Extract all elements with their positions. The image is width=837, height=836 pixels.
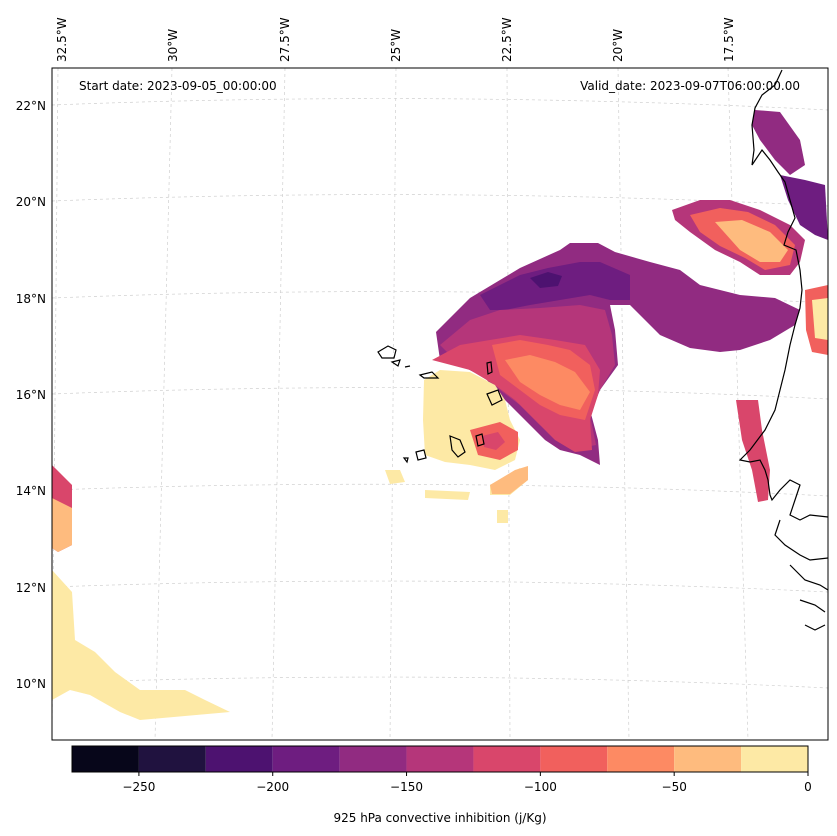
lat-label-14: 14°N (16, 484, 46, 498)
lon-label-25: 25°W (389, 29, 403, 62)
island-sao-nicolau (418, 371, 440, 379)
island-santiago (449, 435, 466, 458)
island-boa-vista (486, 389, 503, 406)
contour-pale-spots (385, 468, 528, 523)
lat-label-10: 10°N (16, 677, 46, 691)
island-maio (475, 433, 485, 447)
colorbar-swatch (272, 746, 340, 772)
gridline-lon-25 (389, 67, 397, 741)
contour-coast-strip (736, 400, 770, 502)
lon-label-22-5: 22.5°W (500, 17, 514, 62)
gridline-lat-10 (51, 676, 829, 689)
island-santa-luzia (404, 365, 411, 368)
contour-east-band-orange (715, 220, 788, 262)
gridline-lat-18 (51, 291, 829, 304)
lat-label-16: 16°N (16, 388, 46, 402)
gridline-lat-16 (51, 387, 829, 400)
colorbar-tick-label: −100 (524, 780, 557, 794)
island-brava (402, 457, 409, 464)
lat-label-18: 18°N (16, 292, 46, 306)
gridline-lat-20 (51, 194, 829, 207)
colorbar: −250 −200 −150 −100 −50 0 925 hPa convective … (71, 745, 812, 825)
contour-orange-spots (490, 466, 528, 494)
gridline-lat-14 (51, 483, 829, 497)
latitude-labels: 22°N 20°N 18°N 16°N 14°N 12°N 10°N (16, 99, 46, 691)
colorbar-tick-label: −200 (256, 780, 289, 794)
colorbar-tick-label: −50 (662, 780, 687, 794)
gridline-lon-30 (154, 67, 173, 741)
island-sal (486, 361, 493, 375)
colorbar-ticks: −250 −200 −150 −100 −50 0 (122, 772, 812, 794)
coastlines (377, 69, 829, 631)
start-date-text: Start date: 2023-09-05_00:00:00 (79, 79, 277, 93)
colorbar-tick-label: −250 (122, 780, 155, 794)
colorbar-frame (71, 745, 809, 773)
island-sao-vicente (390, 359, 401, 367)
colorbar-swatch (72, 746, 139, 772)
map-frame (51, 67, 829, 741)
contour-north-strip-2 (780, 175, 828, 240)
colorbar-title: 925 hPa convective inhibition (j/Kg) (333, 811, 546, 825)
cin-contours (52, 110, 828, 720)
contour-north-strip (752, 110, 805, 175)
longitude-labels: 32.5°W 30°W 27.5°W 25°W 22.5°W 20°W 17.5… (55, 17, 736, 62)
colorbar-swatch (473, 746, 541, 772)
lat-label-12: 12°N (16, 581, 46, 595)
colorbar-swatch (540, 746, 608, 772)
colorbar-swatches (72, 746, 808, 772)
lon-label-20: 20°W (611, 29, 625, 62)
map-panel (51, 67, 829, 741)
colorbar-swatch (339, 746, 407, 772)
lon-label-27-5: 27.5°W (278, 17, 292, 62)
lat-label-20: 20°N (16, 195, 46, 209)
contour-hotspot-core (482, 432, 505, 450)
contour-arc-deep (530, 272, 562, 288)
gridline-lat-12 (51, 580, 829, 593)
valid-date-text: Valid_date: 2023-09-07T06:00:00.00 (580, 79, 800, 93)
gridline-lat-22 (51, 98, 829, 111)
contour-arc-orange (505, 355, 590, 410)
island-santo-antao (377, 345, 397, 359)
gridlines (51, 67, 829, 741)
colorbar-swatch (607, 746, 675, 772)
lon-label-30: 30°W (166, 29, 180, 62)
island-fogo (415, 449, 427, 461)
africa-coastline (738, 69, 829, 631)
contour-right-edge-inner (812, 298, 828, 340)
colorbar-swatch (205, 746, 273, 772)
gridline-lon-22-5 (506, 67, 511, 741)
lon-label-32-5: 32.5°W (55, 17, 69, 62)
gridline-lon-27-5 (271, 67, 286, 741)
lat-label-22: 22°N (16, 99, 46, 113)
colorbar-swatch (741, 746, 808, 772)
colorbar-swatch (138, 746, 206, 772)
colorbar-swatch (674, 746, 742, 772)
lon-label-17-5: 17.5°W (722, 17, 736, 62)
gridline-lon-20 (617, 67, 630, 741)
contour-west-edge-inner (52, 498, 72, 552)
contour-southwest-pale (52, 570, 230, 720)
colorbar-tick-label: −150 (390, 780, 423, 794)
colorbar-tick-label: 0 (804, 780, 812, 794)
colorbar-swatch (406, 746, 474, 772)
